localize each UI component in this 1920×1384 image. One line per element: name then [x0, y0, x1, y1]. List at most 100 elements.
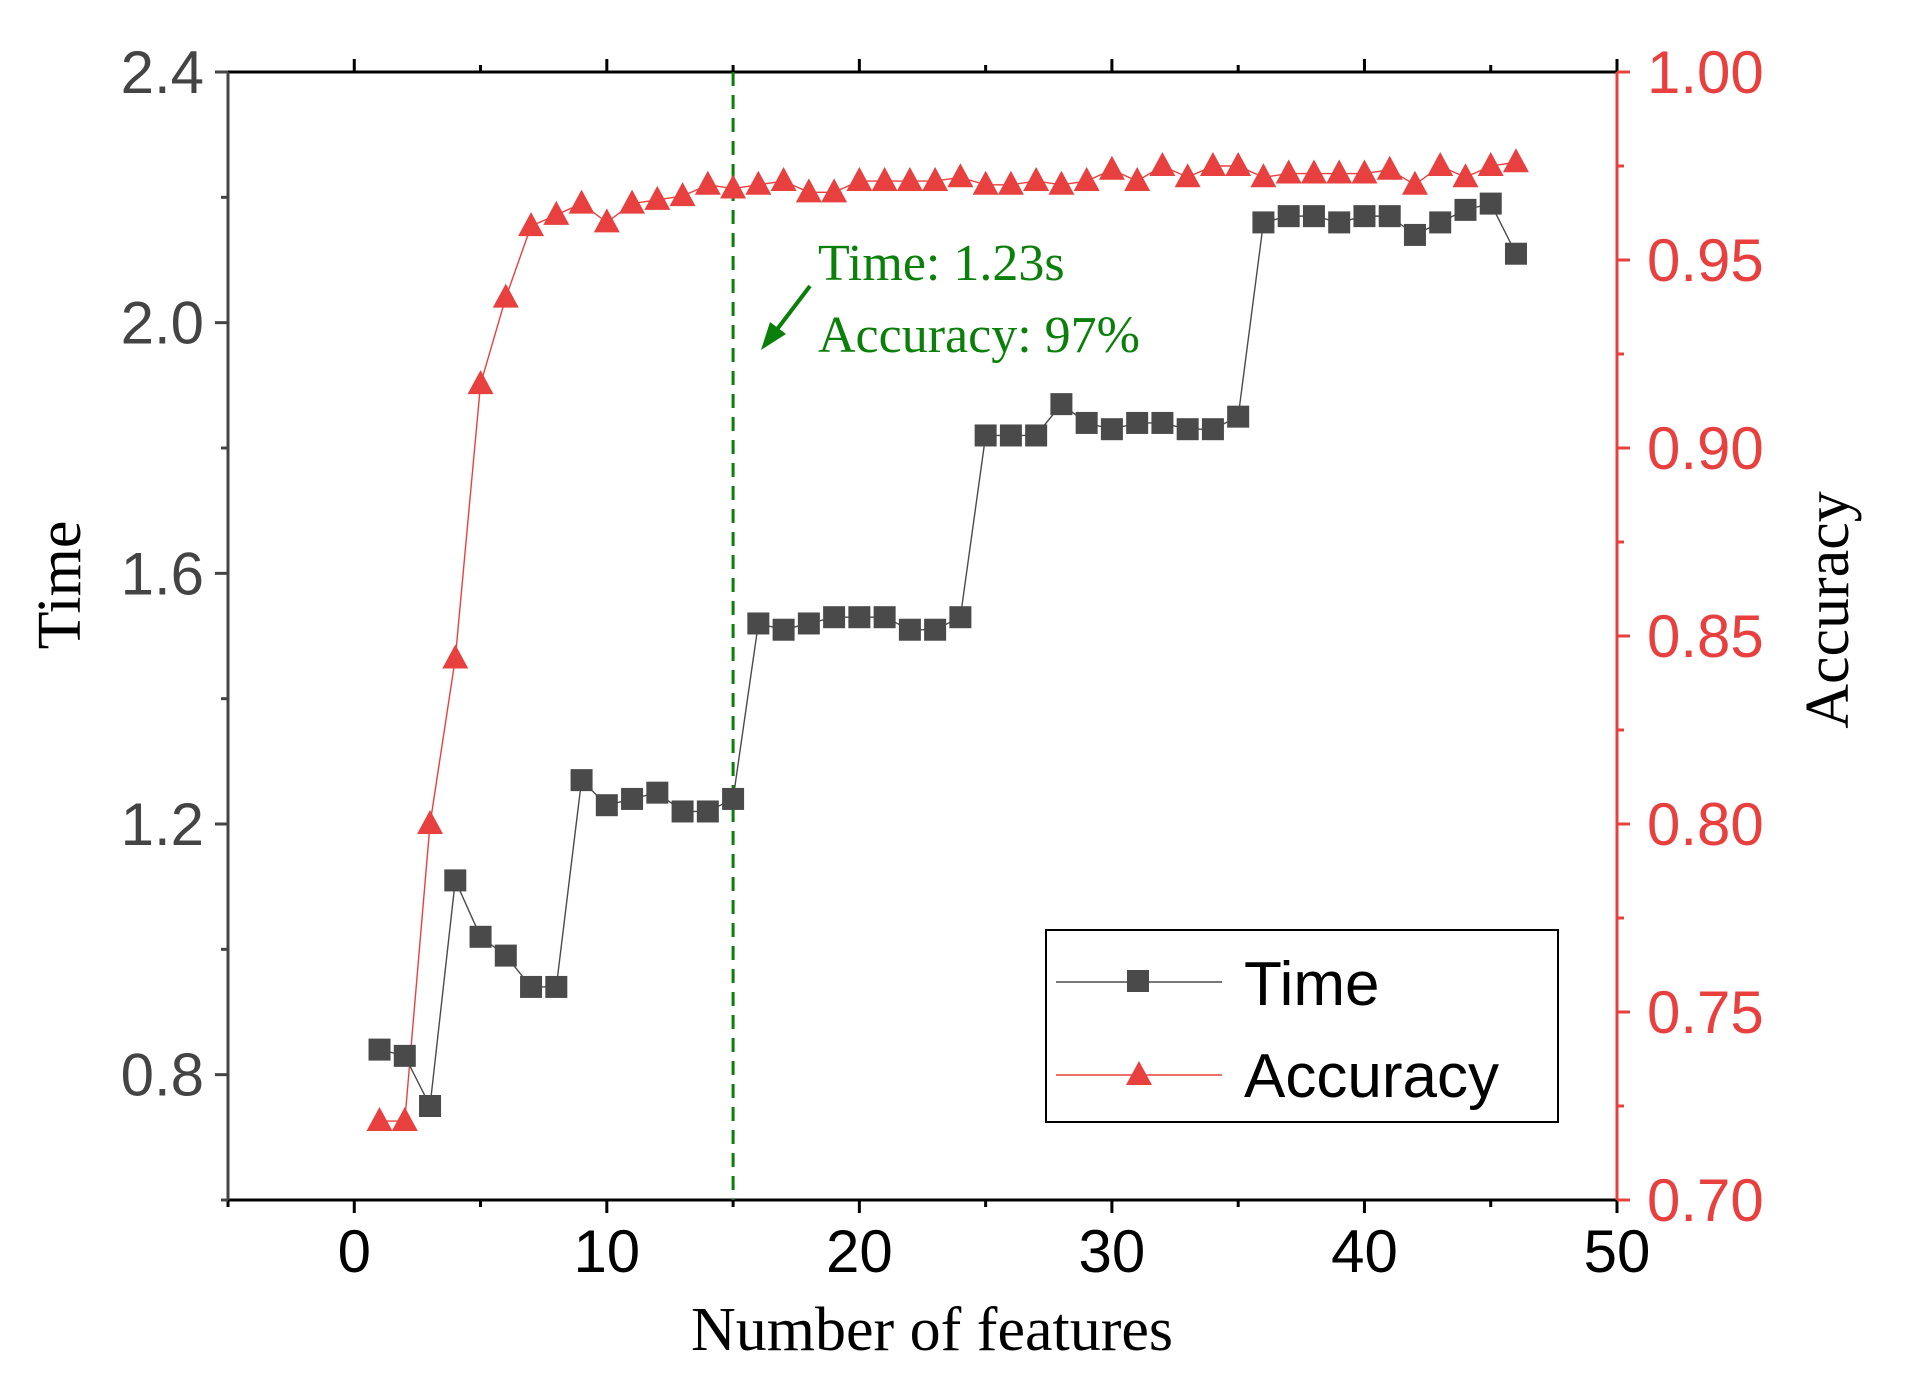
y-left-tick-label: 1.2: [121, 791, 204, 858]
time-point: [1378, 205, 1401, 228]
accuracy-point: [922, 167, 949, 192]
time-point: [671, 800, 694, 823]
time-point: [722, 787, 745, 810]
annotation-accuracy: Accuracy: 97%: [818, 307, 1140, 364]
annotation-arrow-head: [761, 322, 786, 350]
time-point: [747, 612, 770, 635]
time-point: [772, 618, 795, 641]
series-layer: [366, 148, 1529, 1132]
y-left-tick-label: 2.4: [121, 39, 204, 106]
time-point: [1252, 211, 1275, 234]
y-left-tick-label: 2.0: [121, 290, 204, 357]
accuracy-point: [1452, 163, 1479, 188]
accuracy-point: [947, 163, 974, 188]
y-right-tick-label: 0.90: [1647, 415, 1764, 482]
accuracy-point: [518, 212, 545, 237]
y-right-tick-label: 1.00: [1647, 39, 1764, 106]
time-point: [848, 606, 871, 629]
accuracy-point: [593, 208, 620, 233]
legend: Time Accuracy: [1045, 929, 1559, 1123]
accuracy-point: [1376, 155, 1403, 180]
accuracy-point: [770, 167, 797, 192]
accuracy-point: [492, 283, 519, 308]
x-tick-label: 30: [1079, 1218, 1146, 1285]
time-point: [999, 424, 1022, 447]
accuracy-point: [1174, 163, 1201, 188]
time-point: [595, 794, 618, 817]
accuracy-point: [694, 170, 721, 195]
x-tick-label: 40: [1331, 1218, 1398, 1285]
accuracy-point: [391, 1107, 418, 1132]
accuracy-point: [1427, 152, 1454, 176]
y-right-tick-label: 0.95: [1647, 227, 1764, 294]
x-tick-label: 20: [826, 1218, 893, 1285]
accuracy-point: [745, 170, 772, 195]
x-axis-title: Number of features: [691, 1296, 1173, 1364]
accuracy-point: [1275, 159, 1302, 184]
accuracy-point: [619, 189, 646, 214]
accuracy-point: [1351, 159, 1378, 184]
legend-time-label: Time: [1244, 950, 1379, 1019]
accuracy-point: [1149, 152, 1176, 176]
legend-time-marker: [1127, 970, 1149, 992]
time-point: [974, 424, 997, 447]
y-right-tick-label: 0.85: [1647, 603, 1764, 670]
accuracy-point: [1300, 159, 1327, 184]
time-point: [494, 944, 517, 967]
accuracy-point: [720, 174, 747, 199]
time-point: [1328, 211, 1351, 234]
time-point: [1277, 205, 1300, 228]
time-point: [545, 975, 568, 998]
time-point: [1353, 205, 1376, 228]
time-point: [368, 1038, 391, 1061]
accuracy-point: [1124, 167, 1151, 192]
time-point: [898, 618, 921, 641]
accuracy-point: [467, 370, 494, 395]
accuracy-point: [795, 178, 822, 203]
accuracy-point: [972, 170, 999, 195]
x-tick-label: 50: [1584, 1218, 1651, 1285]
y-right-tick-label: 0.75: [1647, 979, 1764, 1046]
accuracy-point: [568, 189, 595, 214]
time-point: [393, 1044, 416, 1067]
accuracy-point: [1048, 170, 1075, 195]
time-point: [520, 975, 543, 998]
time-point: [1429, 211, 1452, 234]
accuracy-point: [1250, 163, 1277, 188]
time-point: [1075, 411, 1098, 434]
accuracy-point: [644, 185, 671, 210]
ticks-layer: 0 10 20 30 40 50 0.8 1.2 1.6 2.0 2.4 0.70 0.75 0.80 0.…: [121, 39, 1764, 1285]
annotation-arrow-line: [770, 284, 812, 338]
time-point: [1227, 405, 1250, 428]
x-tick-label: 0: [338, 1218, 371, 1285]
time-point: [1100, 418, 1123, 441]
time-point: [419, 1095, 442, 1117]
accuracy-point: [669, 182, 696, 207]
time-point: [1454, 198, 1477, 221]
accuracy-point: [1477, 152, 1504, 176]
x-tick-label: 10: [573, 1218, 640, 1285]
annotation: Time: 1.23s Accuracy: 97%: [761, 235, 1140, 364]
time-point: [873, 606, 896, 629]
annotation-time: Time: 1.23s: [818, 235, 1065, 292]
time-point: [1176, 418, 1199, 441]
y-right-tick-label: 0.80: [1647, 791, 1764, 858]
time-point: [1201, 418, 1224, 441]
time-point: [570, 769, 593, 792]
accuracy-point: [896, 167, 923, 192]
y-left-tick-label: 1.6: [121, 540, 204, 607]
y-right-tick-label: 0.70: [1647, 1167, 1764, 1234]
legend-accuracy-label: Accuracy: [1244, 1042, 1499, 1111]
accuracy-point: [1073, 167, 1100, 192]
accuracy-point: [1023, 167, 1050, 192]
time-point: [1126, 411, 1149, 434]
time-point: [797, 612, 820, 635]
time-point: [469, 925, 492, 948]
accuracy-point: [846, 167, 873, 192]
time-point: [1403, 223, 1426, 246]
y-right-axis-title: Accuracy: [1794, 491, 1862, 729]
accuracy-point: [871, 167, 898, 192]
series-line-time: [379, 202, 1517, 1109]
time-point: [444, 869, 467, 892]
